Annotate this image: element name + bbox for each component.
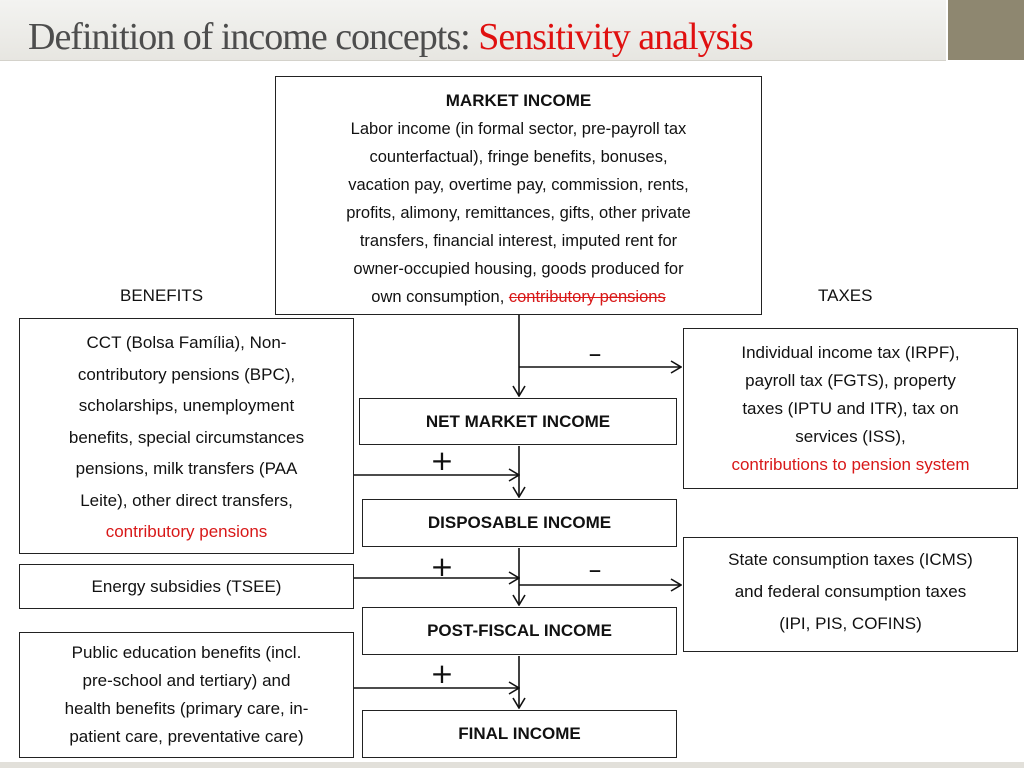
- consumption-tax-line: and federal consumption taxes: [734, 582, 967, 601]
- education-line: Public education benefits (incl.: [71, 643, 302, 662]
- struck-contributory-pensions: contributory pensions: [508, 288, 666, 306]
- operator-minus-consumption: –: [589, 555, 602, 585]
- energy-subsidies-box: Energy subsidies (TSEE): [19, 564, 354, 609]
- benefits-line: Leite), other direct transfers,: [80, 490, 293, 510]
- title-bar: [0, 0, 946, 61]
- consumption-taxes-box: State consumption taxes (ICMS) and feder…: [683, 537, 1018, 652]
- benefits-highlight: contributory pensions: [105, 522, 268, 541]
- consumption-tax-line: State consumption taxes (ICMS): [728, 550, 973, 569]
- income-tax-line: services (ISS),: [795, 427, 906, 446]
- income-taxes-box: Individual income tax (IRPF), payroll ta…: [683, 328, 1018, 489]
- footer-bar: [0, 762, 1024, 768]
- net-market-income-box: NET MARKET INCOME: [359, 398, 677, 445]
- operator-plus-education: +: [430, 657, 453, 690]
- disposable-income-label: DISPOSABLE INCOME: [427, 513, 612, 532]
- final-income-box: FINAL INCOME: [362, 710, 677, 758]
- education-line: patient care, preventative care): [69, 727, 304, 746]
- page-title: Definition of income concepts: Sensitivi…: [28, 14, 754, 60]
- market-income-line: owner-occupied housing, goods produced f…: [353, 260, 684, 278]
- market-income-line: Labor income (in formal sector, pre-payr…: [350, 120, 687, 138]
- post-fiscal-income-box: POST-FISCAL INCOME: [362, 607, 677, 655]
- education-line: pre-school and tertiary) and: [82, 671, 291, 690]
- benefits-box: CCT (Bolsa Família), Non- contributory p…: [19, 318, 354, 554]
- market-income-line: transfers, financial interest, imputed r…: [359, 232, 678, 250]
- income-tax-line: taxes (IPTU and ITR), tax on: [742, 399, 959, 418]
- operator-plus-benefits: +: [430, 444, 453, 477]
- page-title-main: Definition of income concepts:: [28, 16, 479, 58]
- market-income-line: vacation pay, overtime pay, commission, …: [348, 176, 689, 194]
- income-tax-line: payroll tax (FGTS), property: [745, 371, 956, 390]
- disposable-income-box: DISPOSABLE INCOME: [362, 499, 677, 547]
- market-income-line: counterfactual), fringe benefits, bonuse…: [369, 148, 668, 166]
- market-income-heading: MARKET INCOME: [445, 91, 592, 110]
- market-income-line: profits, alimony, remittances, gifts, ot…: [346, 204, 691, 222]
- benefits-line: benefits, special circumstances: [68, 427, 305, 447]
- benefits-line: pensions, milk transfers (PAA: [75, 459, 298, 478]
- corner-accent-block: [948, 0, 1024, 60]
- income-tax-line: Individual income tax (IRPF),: [741, 343, 960, 362]
- market-income-box: MARKET INCOME Labor income (in formal se…: [275, 76, 762, 315]
- post-fiscal-income-label: POST-FISCAL INCOME: [427, 621, 612, 640]
- benefits-line: contributory pensions (BPC),: [77, 364, 296, 384]
- education-line: health benefits (primary care, in-: [64, 699, 309, 718]
- final-income-label: FINAL INCOME: [458, 724, 581, 743]
- market-income-last-prefix: own consumption,: [371, 288, 509, 306]
- net-market-income-label: NET MARKET INCOME: [425, 411, 611, 431]
- energy-subsidies-text: Energy subsidies (TSEE): [91, 576, 282, 596]
- consumption-tax-line: (IPI, PIS, COFINS): [779, 614, 922, 633]
- operator-minus-taxes: –: [589, 339, 602, 369]
- taxes-label: TAXES: [818, 286, 873, 305]
- benefits-line: scholarships, unemployment: [78, 396, 295, 415]
- operator-plus-energy: +: [430, 550, 453, 583]
- education-health-box: Public education benefits (incl. pre-sch…: [19, 632, 354, 758]
- income-tax-highlight: contributions to pension system: [731, 455, 970, 474]
- market-income-last-line: own consumption, contributory pensions: [276, 283, 761, 311]
- benefits-label: BENEFITS: [120, 286, 204, 305]
- page-title-accent: Sensitivity analysis: [478, 16, 753, 58]
- benefits-line: CCT (Bolsa Família), Non-: [86, 333, 287, 352]
